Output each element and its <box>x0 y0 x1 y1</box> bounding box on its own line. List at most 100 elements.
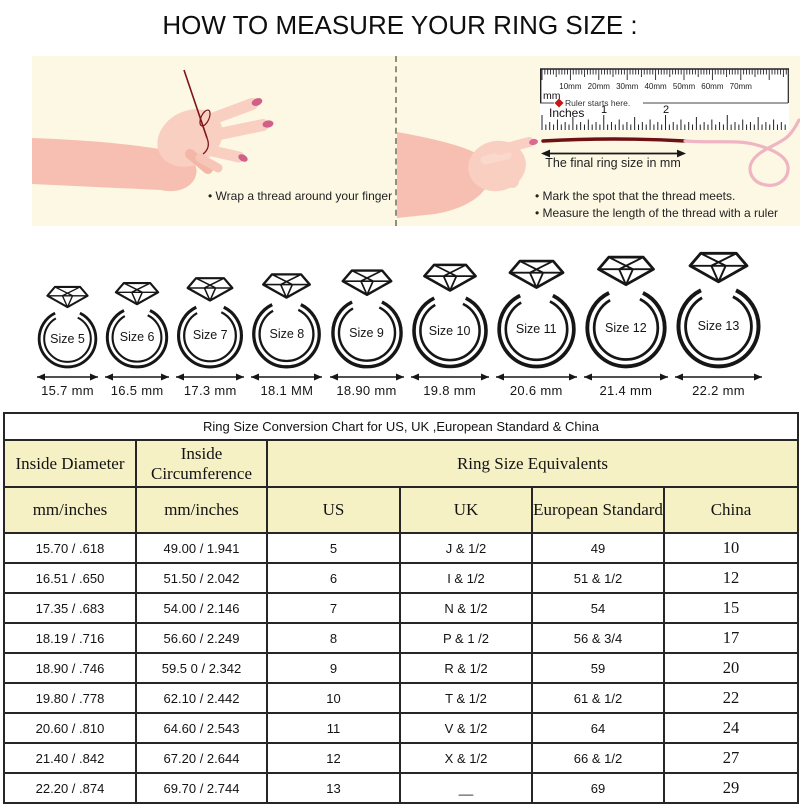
ring-illustration: Size 11 <box>495 256 578 369</box>
table-cell: 15.70 / .618 <box>3 532 137 564</box>
table-body: 15.70 / .618 49.00 / 1.941 5 J & 1/2 49 10 16.… <box>3 532 800 804</box>
diamond-facets <box>263 273 311 298</box>
ring-illustration: Size 10 <box>410 260 490 369</box>
fingernail <box>529 138 538 146</box>
ring-band-outer <box>177 302 244 369</box>
inch-number: 2 <box>663 104 669 116</box>
table-cell: 8 <box>266 622 401 654</box>
mm-label: 20mm <box>588 82 611 91</box>
ring-item: Size 10 19.8 mm <box>410 260 490 398</box>
instruction-mark-spot: • Mark the spot that the thread meets. <box>535 189 736 203</box>
middle-finger <box>204 119 269 142</box>
header-ring-size-equivalents: Ring Size Equivalents <box>265 439 800 488</box>
ring-size-label: Size 11 <box>515 322 557 337</box>
subheader-us: US <box>266 486 401 534</box>
table-cell: 54.00 / 2.146 <box>135 592 268 624</box>
ring-band-outer <box>497 289 576 369</box>
ring-illustration: Size 8 <box>250 270 323 369</box>
table-cell: 61 & 1/2 <box>531 682 665 714</box>
table-cell: 9 <box>266 652 401 684</box>
ring-size-label: Size 8 <box>269 327 305 342</box>
arm-shape <box>32 138 197 192</box>
subheader-diameter-units: mm/inches <box>3 486 137 534</box>
table-cell: 56.60 / 2.249 <box>135 622 268 654</box>
fingernail <box>251 98 263 106</box>
ring-illustration: Size 9 <box>329 266 405 369</box>
ring-diameter-value: 22.2 mm <box>692 383 745 398</box>
table-row: 19.80 / .778 62.10 / 2.442 10 T & 1/2 61 & 1… <box>3 682 800 714</box>
table-cell: 15 <box>662 592 800 624</box>
ring-diameter-arrow <box>495 373 577 381</box>
table-cell: 49 <box>531 532 665 564</box>
ring-diameter-arrow <box>675 373 762 381</box>
table-cell: 22.20 / .874 <box>3 772 137 804</box>
table-cell: 24 <box>662 712 800 744</box>
diamond-icon <box>341 269 392 296</box>
ring-size-label: Size 5 <box>50 331 85 346</box>
table-cell: 51.50 / 2.042 <box>135 562 268 594</box>
ring-band-inner <box>337 303 396 362</box>
table-cell: 69 <box>531 772 665 804</box>
ring-band-outer <box>330 296 403 369</box>
mm-label: 70mm <box>730 82 753 91</box>
ring-band-inner <box>418 299 481 362</box>
ring-band-outer <box>411 292 488 369</box>
ring-diameter-value: 18.1 MM <box>260 383 314 398</box>
diamond-facets <box>47 286 88 308</box>
ring-illustration: Size 12 <box>583 252 669 369</box>
table-cell: 67.20 / 2.644 <box>135 742 268 774</box>
table-cell: 56 & 3/4 <box>531 622 665 654</box>
diamond-icon <box>114 282 160 306</box>
table-row: 18.19 / .716 56.60 / 2.249 8 P & 1 /2 56 & 3… <box>3 622 800 654</box>
pinky-finger <box>195 153 223 173</box>
instruction-measure-length: • Measure the length of the thread with … <box>535 205 779 220</box>
ruler-inch-ticks <box>541 115 786 130</box>
ring-diameter-value: 18.90 mm <box>336 383 397 398</box>
ring-item: Size 12 21.4 mm <box>583 252 669 398</box>
ring-size-label: Size 13 <box>697 319 740 334</box>
arrow-head-right <box>677 149 686 158</box>
ring-diameter-value: 16.5 mm <box>110 383 164 398</box>
table-row: 21.40 / .842 67.20 / 2.644 12 X & 1/2 66 & 1… <box>3 742 800 774</box>
ring-diameter-arrow <box>37 373 98 381</box>
table-cell: __ <box>399 772 533 804</box>
table-cell: 51 & 1/2 <box>531 562 665 594</box>
diamond-icon <box>186 277 234 302</box>
inches-label: Inches <box>549 106 584 120</box>
thumb-shape <box>480 150 512 165</box>
mm-unit-label: mm <box>543 90 561 102</box>
ring-finger <box>202 144 245 163</box>
instruction-panels: • Wrap a thread around your finger 10mm … <box>32 56 800 226</box>
panel-wrap-thread: • Wrap a thread around your finger <box>32 56 397 226</box>
table-cell: 16.51 / .650 <box>3 562 137 594</box>
conversion-table: Ring Size Conversion Chart for US, UK ,E… <box>2 412 800 804</box>
ring-band-inner <box>504 297 569 362</box>
diamond-facets <box>598 256 654 286</box>
ring-diameter-value: 15.7 mm <box>41 383 94 398</box>
ruler-mm-ticks <box>541 69 787 80</box>
table-cell: 49.00 / 1.941 <box>135 532 268 564</box>
table-cell: I & 1/2 <box>399 562 533 594</box>
table-cell: 59.5 0 / 2.342 <box>135 652 268 684</box>
diamond-facets <box>187 277 233 301</box>
ring-illustration: Size 6 <box>104 279 170 369</box>
thread-wrap <box>199 109 211 127</box>
diamond-icon <box>46 285 89 309</box>
table-cell: 12 <box>662 562 800 594</box>
diamond-icon <box>596 255 655 287</box>
arm-shape <box>397 132 491 218</box>
ring-size-row: Size 5 15.7 mm Size 6 16.5 mm Size 7 17.3 mm S… <box>0 240 800 398</box>
ring-band-inner <box>183 308 238 363</box>
table-cell: 69.70 / 2.744 <box>135 772 268 804</box>
table-cell: 20.60 / .810 <box>3 712 137 744</box>
ring-item: Size 6 16.5 mm <box>104 279 170 398</box>
table-cell: 7 <box>266 592 401 624</box>
table-cell: 11 <box>266 712 401 744</box>
table-cell: 18.19 / .716 <box>3 622 137 654</box>
header-inside-diameter: Inside Diameter <box>3 439 137 488</box>
ruler-start-marker-icon <box>554 98 564 108</box>
ring-diameter-arrow <box>410 373 489 381</box>
ring-band-inner <box>111 311 163 363</box>
table-title: Ring Size Conversion Chart for US, UK ,E… <box>2 412 800 441</box>
table-cell: 6 <box>266 562 401 594</box>
